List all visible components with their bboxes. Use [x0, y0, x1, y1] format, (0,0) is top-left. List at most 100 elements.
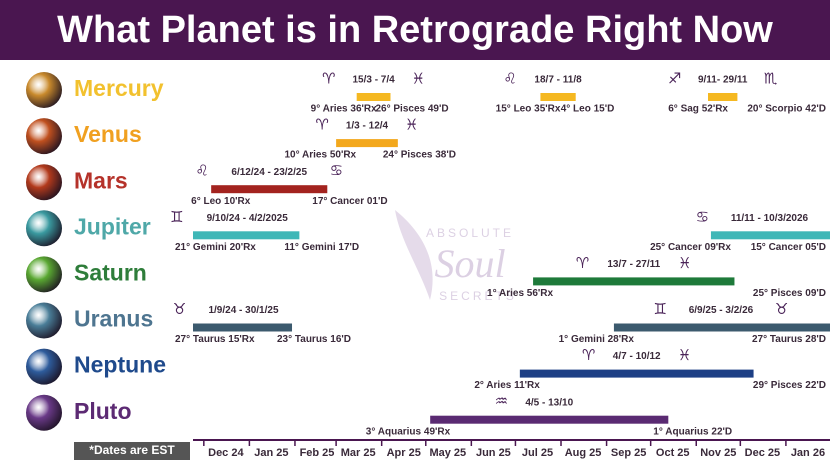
- start-sign: ♉: [173, 300, 186, 318]
- end-sign: ♓: [412, 70, 425, 88]
- bar-dates: 6/12/24 - 23/2/25: [231, 167, 307, 178]
- start-label: 3° Aquarius 49'Rx: [366, 426, 451, 437]
- retrograde-bar: [336, 139, 398, 148]
- watermark: ABSOLUTE Soul SECRETS: [395, 210, 514, 303]
- start-label: 6° Sag 52'Rx: [668, 104, 728, 115]
- end-label: 23° Taurus 16'D: [277, 334, 351, 345]
- end-sign: ♓: [678, 254, 691, 272]
- start-label: 9° Aries 36'Rx: [311, 104, 377, 115]
- start-sign: ♌: [503, 70, 516, 88]
- x-tick-label: Sep 25: [611, 447, 646, 459]
- x-tick-label: Mar 25: [341, 447, 376, 459]
- planet-name: Jupiter: [74, 213, 151, 239]
- x-tick-label: Aug 25: [565, 447, 602, 459]
- bar-dates: 11/11 - 10/3/2026: [731, 213, 809, 224]
- planet-icon: [26, 210, 62, 247]
- end-sign: ♉: [775, 300, 788, 318]
- retrograde-bar: [710, 231, 830, 240]
- planet-icon: [26, 164, 62, 201]
- planet-name: Mercury: [74, 75, 164, 101]
- note-box: [74, 442, 190, 460]
- start-label: 27° Taurus 15'Rx: [175, 334, 255, 345]
- header-band: [0, 0, 830, 60]
- plot-area: [193, 93, 830, 424]
- end-label: 11° Gemini 17'D: [284, 242, 359, 253]
- planet-name: Pluto: [74, 398, 132, 424]
- watermark-text: Soul: [434, 241, 505, 286]
- planet-icon: [26, 302, 62, 339]
- planet-icon: [26, 394, 62, 431]
- planet-name: Uranus: [74, 306, 153, 332]
- retrograde-bar: [519, 369, 754, 378]
- x-tick-label: Dec 25: [745, 447, 780, 459]
- note: *Dates are EST: [89, 443, 175, 457]
- x-tick-label: Jan 25: [254, 447, 288, 459]
- start-sign: ♈: [576, 254, 589, 272]
- x-tick-label: Nov 25: [700, 447, 736, 459]
- end-label: 27° Taurus 28'D: [752, 334, 826, 345]
- planet-name: Venus: [74, 121, 142, 147]
- start-sign: ♋: [696, 208, 709, 226]
- watermark-text: ABSOLUTE: [426, 226, 514, 240]
- x-tick-label: May 25: [429, 447, 466, 459]
- watermark-wing: [395, 210, 433, 300]
- bar-dates: 4/5 - 13/10: [525, 397, 573, 408]
- start-sign: ♐: [668, 70, 681, 88]
- x-tick-label: Oct 25: [656, 447, 690, 459]
- end-label: 25° Pisces 09'D: [753, 288, 826, 299]
- end-label: 4° Leo 15'D: [561, 104, 615, 115]
- retrograde-bar: [707, 93, 738, 101]
- x-tick-label: Feb 25: [300, 447, 335, 459]
- planet-name: Saturn: [74, 259, 147, 285]
- x-tick-label: Jan 26: [791, 447, 825, 459]
- x-tick-label: Jul 25: [522, 447, 553, 459]
- planet-name: Neptune: [74, 352, 166, 378]
- x-tick-label: Apr 25: [387, 447, 421, 459]
- end-label: 15° Cancer 05'D: [751, 242, 826, 253]
- x-tick-label: Dec 24: [208, 447, 244, 459]
- planet-name: Mars: [74, 167, 128, 193]
- start-label: 1° Gemini 28'Rx: [559, 334, 635, 345]
- retrograde-bar: [356, 93, 391, 101]
- start-sign: ♌: [195, 162, 208, 180]
- end-label: 17° Cancer 01'D: [312, 196, 387, 207]
- bar-dates: 1/3 - 12/4: [346, 121, 389, 132]
- start-label: 2° Aries 11'Rx: [474, 380, 540, 391]
- start-label: 15° Leo 35'Rx: [496, 104, 561, 115]
- bar-dates: 18/7 - 11/8: [534, 75, 582, 86]
- bar-dates: 6/9/25 - 3/2/26: [689, 305, 754, 316]
- start-sign: ♈: [582, 346, 595, 364]
- planet-icon: [26, 348, 62, 385]
- bar-dates: 9/11- 29/11: [698, 75, 748, 86]
- end-sign: ♓: [405, 116, 418, 134]
- start-label: 21° Gemini 20'Rx: [175, 242, 256, 253]
- retrograde-bar: [211, 185, 328, 194]
- x-tick-label: Jun 25: [476, 447, 511, 459]
- start-label: 10° Aries 50'Rx: [285, 150, 357, 161]
- end-sign: ♓: [678, 346, 691, 364]
- bar-dates: 13/7 - 27/11: [607, 259, 660, 270]
- planet-icon: [26, 72, 62, 108]
- start-sign: ♊: [654, 300, 667, 318]
- start-sign: ♈: [316, 116, 329, 134]
- end-sign: ♏: [764, 70, 778, 88]
- start-sign: ♈: [322, 70, 335, 88]
- start-label: 1° Aries 56'Rx: [487, 288, 553, 299]
- end-label: 26° Pisces 49'D: [375, 104, 448, 115]
- bar-dates: 15/3 - 7/4: [352, 75, 395, 86]
- start-sign: ♊: [170, 208, 183, 226]
- retrograde-bar: [540, 93, 576, 101]
- retrograde-bar: [613, 323, 830, 332]
- end-label: 20° Scorpio 42'D: [747, 104, 826, 115]
- end-label: 29° Pisces 22'D: [753, 380, 826, 391]
- planet-icon: [26, 118, 62, 155]
- bar-dates: 1/9/24 - 30/1/25: [208, 305, 278, 316]
- planet-icon: [26, 256, 62, 293]
- retrograde-bar: [193, 231, 300, 240]
- retrograde-bar: [193, 323, 293, 332]
- end-sign: ♋: [330, 162, 343, 180]
- start-label: 25° Cancer 09'Rx: [650, 242, 731, 253]
- retrograde-bar: [533, 277, 735, 286]
- chart-title: What Planet is in Retrograde Right Now: [57, 9, 773, 51]
